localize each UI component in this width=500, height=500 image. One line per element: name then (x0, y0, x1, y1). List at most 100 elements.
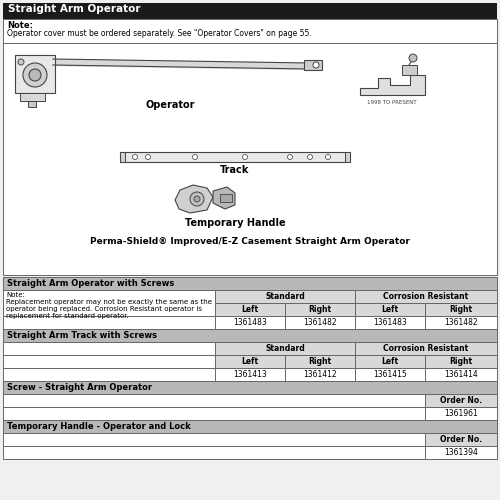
Text: Note:: Note: (7, 21, 33, 30)
Bar (304, 60, 322, 70)
Text: 1361483: 1361483 (233, 318, 267, 327)
Bar (355, 342, 497, 355)
Bar (425, 407, 497, 420)
Bar (3, 19, 497, 43)
Text: Straight Arm Operator with Screws: Straight Arm Operator with Screws (7, 279, 174, 288)
Bar (355, 316, 425, 329)
Text: 1361415: 1361415 (373, 370, 407, 379)
Text: Perma-Shield® Improved/E-Z Casement Straight Arm Operator: Perma-Shield® Improved/E-Z Casement Stra… (90, 237, 410, 246)
Text: 1361412: 1361412 (303, 370, 337, 379)
Bar (120, 152, 125, 162)
Polygon shape (213, 187, 235, 209)
Bar (425, 316, 497, 329)
Circle shape (242, 154, 248, 160)
Circle shape (132, 154, 138, 160)
Circle shape (18, 59, 24, 65)
Bar (3, 407, 497, 420)
Circle shape (326, 154, 330, 160)
Bar (355, 368, 425, 381)
Circle shape (192, 154, 198, 160)
Circle shape (313, 62, 319, 68)
Text: Operator cover must be ordered separately. See "Operator Covers" on page 55.: Operator cover must be ordered separatel… (7, 29, 312, 38)
Text: 1361413: 1361413 (233, 370, 267, 379)
Bar (285, 355, 355, 368)
Bar (220, 194, 232, 202)
Circle shape (29, 69, 41, 81)
Bar (120, 152, 350, 162)
Text: 1998 TO PRESENT: 1998 TO PRESENT (367, 100, 417, 105)
Text: Corrosion Resistant: Corrosion Resistant (384, 292, 468, 301)
Text: 1361961: 1361961 (444, 409, 478, 418)
Bar (425, 368, 497, 381)
Bar (285, 368, 355, 381)
Text: 1361414: 1361414 (444, 370, 478, 379)
Bar (3, 381, 497, 394)
Bar (355, 303, 425, 316)
Text: Track: Track (220, 165, 250, 175)
Bar (3, 433, 497, 446)
Bar (215, 316, 285, 329)
Text: Temporary Handle - Operator and Lock: Temporary Handle - Operator and Lock (7, 422, 191, 431)
Circle shape (190, 192, 204, 206)
Circle shape (23, 63, 47, 87)
Text: Straight Arm Operator: Straight Arm Operator (8, 4, 140, 14)
Bar (215, 342, 355, 355)
Bar (3, 394, 497, 407)
Circle shape (308, 154, 312, 160)
Text: Right: Right (308, 305, 332, 314)
Bar (425, 303, 497, 316)
Circle shape (288, 154, 292, 160)
Text: 1361482: 1361482 (303, 318, 337, 327)
Text: Operator: Operator (145, 100, 195, 110)
Bar (425, 394, 497, 407)
Circle shape (146, 154, 150, 160)
Bar (425, 433, 497, 446)
Text: 1361394: 1361394 (444, 448, 478, 457)
Text: Left: Left (382, 357, 398, 366)
Bar (28, 101, 36, 107)
Polygon shape (175, 185, 213, 213)
Bar (20, 93, 45, 101)
Circle shape (194, 196, 200, 202)
Text: Left: Left (242, 357, 258, 366)
Text: Order No.: Order No. (440, 435, 482, 444)
Bar (355, 290, 497, 303)
Bar (425, 355, 497, 368)
Text: Left: Left (382, 305, 398, 314)
Text: Right: Right (450, 357, 472, 366)
Text: Corrosion Resistant: Corrosion Resistant (384, 344, 468, 353)
Bar (3, 420, 497, 433)
Bar (3, 3, 497, 19)
Bar (425, 446, 497, 459)
Text: 1361482: 1361482 (444, 318, 478, 327)
Text: Standard: Standard (265, 292, 305, 301)
Bar (3, 43, 497, 275)
Text: Right: Right (450, 305, 472, 314)
Bar (15, 55, 55, 93)
Bar (3, 329, 497, 342)
Text: Left: Left (242, 305, 258, 314)
Text: Screw - Straight Arm Operator: Screw - Straight Arm Operator (7, 383, 152, 392)
Bar (355, 355, 425, 368)
Bar (285, 316, 355, 329)
Text: Standard: Standard (265, 344, 305, 353)
Text: Order No.: Order No. (440, 396, 482, 405)
Circle shape (409, 54, 417, 62)
Text: 1361483: 1361483 (373, 318, 407, 327)
Bar (215, 290, 355, 303)
Text: Right: Right (308, 357, 332, 366)
Text: Note:
Replacement operator may not be exactly the same as the
operator being rep: Note: Replacement operator may not be ex… (6, 292, 212, 319)
Bar (402, 65, 417, 75)
Bar (215, 368, 285, 381)
Bar (3, 342, 218, 355)
Bar (345, 152, 350, 162)
Text: Straight Arm Track with Screws: Straight Arm Track with Screws (7, 331, 157, 340)
Bar (3, 446, 497, 459)
Polygon shape (360, 75, 425, 95)
Bar (3, 277, 497, 290)
Text: Temporary Handle: Temporary Handle (184, 218, 286, 228)
Bar (3, 290, 218, 329)
Bar (285, 303, 355, 316)
Bar (3, 355, 218, 368)
Bar (215, 303, 285, 316)
